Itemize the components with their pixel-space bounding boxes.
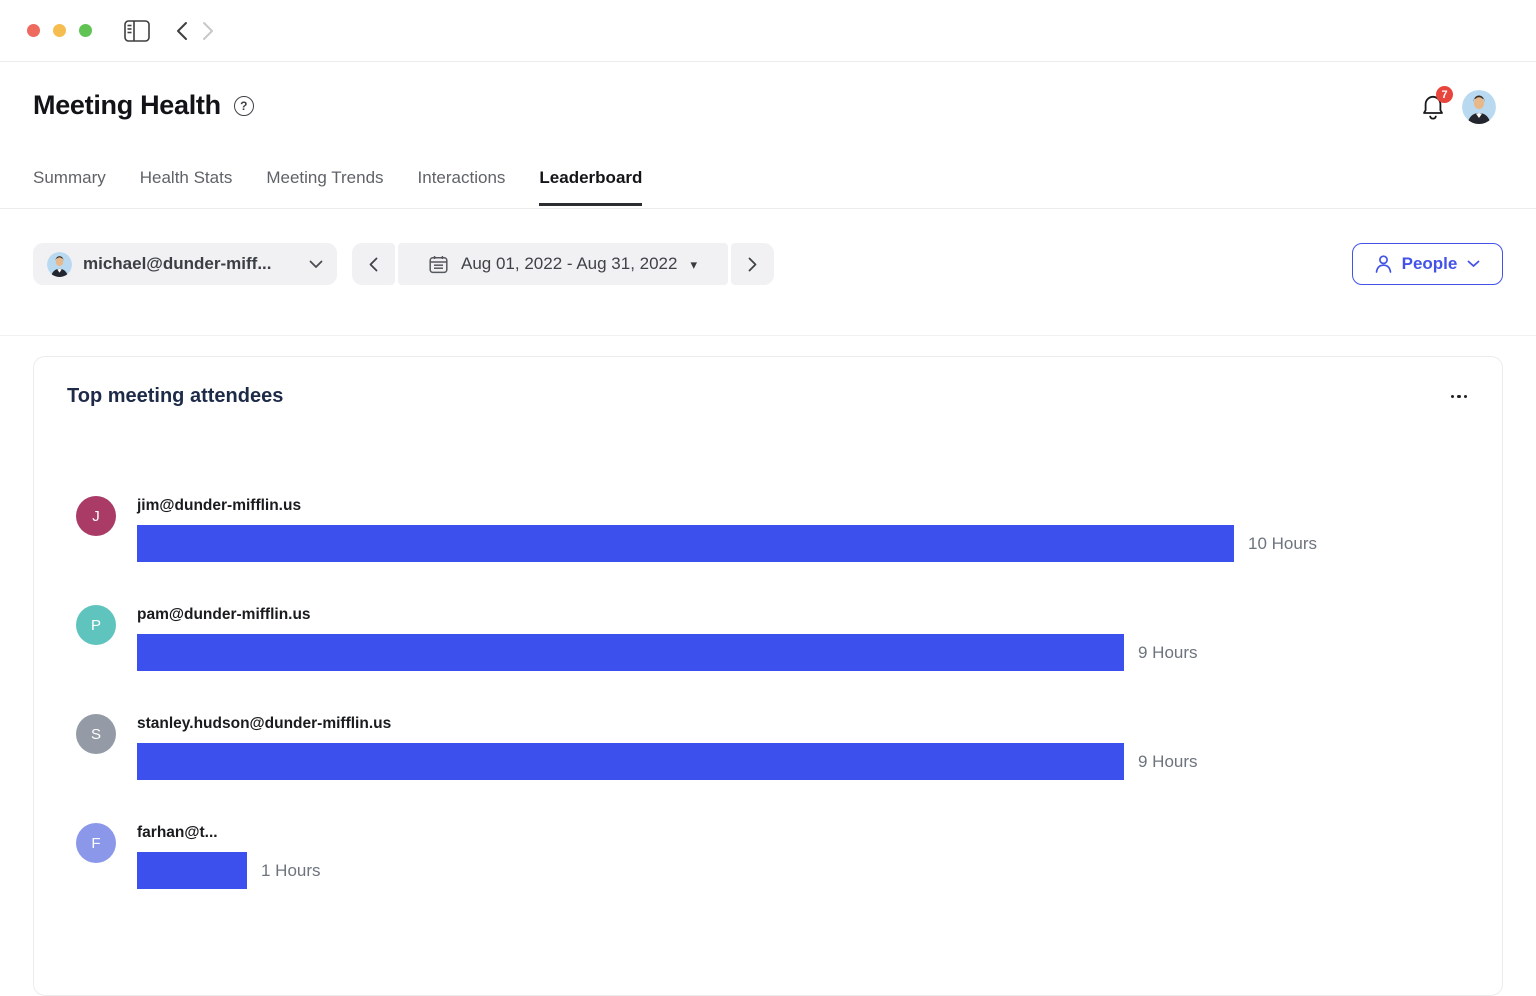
attendee-avatar: F bbox=[76, 823, 116, 863]
selected-user-label: michael@dunder-miff... bbox=[83, 254, 272, 273]
chevron-down-icon bbox=[1467, 260, 1480, 268]
more-options-button[interactable] bbox=[1449, 389, 1470, 405]
user-avatar[interactable] bbox=[1462, 90, 1496, 124]
leaderboard-row: F farhan@t... 1 Hours bbox=[76, 823, 1502, 889]
forward-button[interactable] bbox=[202, 21, 214, 41]
hours-bar bbox=[137, 852, 247, 889]
date-range-button[interactable]: Aug 01, 2022 - Aug 31, 2022 ▾ bbox=[398, 243, 728, 285]
sidebar-toggle-button[interactable] bbox=[124, 19, 150, 42]
leaderboard-row: P pam@dunder-mifflin.us 9 Hours bbox=[76, 605, 1502, 671]
selected-user-avatar bbox=[47, 251, 72, 277]
leaderboard-row: S stanley.hudson@dunder-mifflin.us 9 Hou… bbox=[76, 714, 1502, 780]
attendee-avatar: J bbox=[76, 496, 116, 536]
window-chrome bbox=[0, 0, 1536, 62]
date-range-label: Aug 01, 2022 - Aug 31, 2022 bbox=[461, 254, 678, 273]
help-icon[interactable]: ? bbox=[233, 95, 254, 116]
attendee-email: farhan@t... bbox=[137, 824, 218, 841]
tab-leaderboard[interactable]: Leaderboard bbox=[539, 168, 642, 206]
chevron-down-icon bbox=[309, 260, 323, 269]
date-next-button[interactable] bbox=[731, 243, 774, 285]
zoom-button[interactable] bbox=[79, 24, 92, 37]
section-divider bbox=[0, 335, 1536, 336]
calendar-icon bbox=[429, 255, 448, 274]
close-button[interactable] bbox=[27, 24, 40, 37]
tabbar-divider bbox=[0, 208, 1536, 209]
header-actions: 7 bbox=[1420, 86, 1496, 124]
tab-meeting-trends[interactable]: Meeting Trends bbox=[266, 168, 383, 206]
top-meeting-attendees-card: Top meeting attendees J jim@dunder-miffl… bbox=[33, 356, 1503, 996]
leaderboard-row: J jim@dunder-mifflin.us 10 Hours bbox=[76, 496, 1502, 562]
back-button[interactable] bbox=[176, 21, 188, 41]
minimize-button[interactable] bbox=[53, 24, 66, 37]
hours-bar bbox=[137, 743, 1124, 780]
chevron-right-icon bbox=[748, 257, 757, 272]
back-chevron-icon bbox=[176, 21, 188, 41]
tab-summary[interactable]: Summary bbox=[33, 168, 106, 206]
people-button-label: People bbox=[1401, 254, 1458, 273]
date-range-control: Aug 01, 2022 - Aug 31, 2022 ▾ bbox=[352, 243, 774, 285]
caret-down-icon: ▾ bbox=[690, 256, 697, 272]
sidebar-toggle-icon bbox=[124, 19, 150, 42]
attendee-avatar: P bbox=[76, 605, 116, 645]
attendee-email: stanley.hudson@dunder-mifflin.us bbox=[137, 715, 392, 732]
hours-bar bbox=[137, 525, 1234, 562]
forward-chevron-icon bbox=[202, 21, 214, 41]
tab-health-stats[interactable]: Health Stats bbox=[140, 168, 233, 206]
attendee-avatar: S bbox=[76, 714, 116, 754]
ellipsis-icon bbox=[1450, 394, 1454, 399]
bell-icon bbox=[1420, 93, 1446, 121]
hours-value-label: 10 Hours bbox=[1248, 533, 1317, 553]
tab-interactions[interactable]: Interactions bbox=[418, 168, 506, 206]
notifications-button[interactable]: 7 bbox=[1420, 86, 1453, 121]
filter-bar: michael@dunder-miff... bbox=[33, 243, 1503, 285]
notification-badge: 7 bbox=[1436, 86, 1453, 103]
hours-value-label: 1 Hours bbox=[261, 860, 321, 880]
user-selector-dropdown[interactable]: michael@dunder-miff... bbox=[33, 243, 337, 285]
attendees-bar-chart: J jim@dunder-mifflin.us 10 Hours P pam@d… bbox=[34, 496, 1502, 889]
hours-value-label: 9 Hours bbox=[1138, 751, 1198, 771]
page-header: Meeting Health ? bbox=[33, 90, 254, 121]
tab-bar: Summary Health Stats Meeting Trends Inte… bbox=[33, 168, 642, 206]
people-filter-button[interactable]: People bbox=[1352, 243, 1503, 285]
date-prev-button[interactable] bbox=[352, 243, 395, 285]
person-icon bbox=[1375, 255, 1392, 273]
card-title: Top meeting attendees bbox=[67, 385, 284, 407]
attendee-email: pam@dunder-mifflin.us bbox=[137, 606, 311, 623]
page-title: Meeting Health bbox=[33, 90, 221, 120]
attendee-email: jim@dunder-mifflin.us bbox=[137, 497, 302, 514]
hours-value-label: 9 Hours bbox=[1138, 642, 1198, 662]
hours-bar bbox=[137, 634, 1124, 671]
chevron-left-icon bbox=[369, 257, 378, 272]
